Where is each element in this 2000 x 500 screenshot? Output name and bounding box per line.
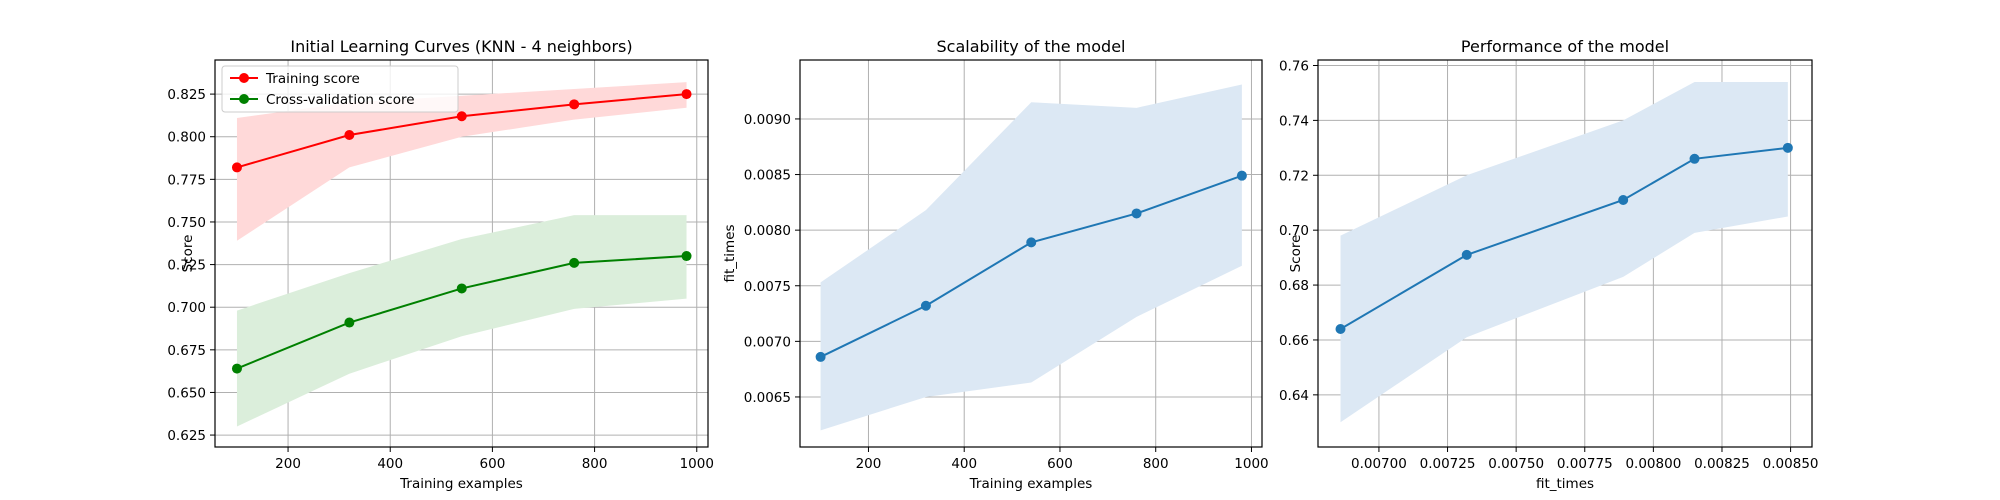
y-tick-label: 0.0080	[744, 223, 791, 239]
x-axis-label: Training examples	[399, 476, 523, 492]
y-axis-label: fit_times	[722, 224, 738, 282]
x-tick-label: 400	[377, 456, 403, 472]
data-point	[344, 130, 355, 141]
x-tick-label: 0.00775	[1557, 456, 1613, 472]
data-point	[681, 251, 692, 262]
data-point	[1026, 237, 1037, 248]
plot-area: 0.00700 0.00725 0.00750 0.00775 0.00800 0.008…	[1279, 58, 1819, 472]
axes-frame	[1317, 59, 1813, 448]
x-tick-label: 200	[856, 456, 882, 472]
confidence-band-0	[820, 84, 1242, 431]
y-tick-label: 0.0070	[744, 334, 791, 350]
y-tick-label: 0.750	[167, 215, 206, 231]
chart-title: Performance of the model	[1461, 37, 1669, 56]
y-tick-label: 0.700	[167, 300, 206, 316]
x-tick-label: 400	[951, 456, 977, 472]
data-point	[1618, 194, 1629, 205]
data-point	[1335, 323, 1346, 334]
legend-label-cross-validation: Cross-validation score	[266, 92, 415, 108]
x-tick-label: 800	[1143, 456, 1169, 472]
x-tick-label: 800	[582, 456, 608, 472]
y-tick-label: 0.0065	[744, 390, 791, 406]
data-point	[1131, 208, 1142, 219]
data-point	[344, 317, 355, 328]
data-point	[1782, 142, 1793, 153]
x-tick-label: 1000	[1234, 456, 1268, 472]
y-tick-label: 0.775	[167, 172, 206, 188]
data-point	[1461, 249, 1472, 260]
learning-curve-panel: 200 400 600 800 1000 0.625 0.650 0.675 0.700 0.72…	[167, 37, 714, 492]
data-point	[920, 300, 931, 311]
x-tick-label: 0.00850	[1763, 456, 1819, 472]
x-tick-label: 200	[275, 456, 301, 472]
x-tick-label: 0.00700	[1351, 456, 1407, 472]
data-point	[231, 162, 242, 173]
y-tick-label: 0.72	[1279, 168, 1309, 184]
confidence-band-1	[236, 215, 687, 427]
legend: Training score Cross-validation score	[221, 65, 459, 113]
y-tick-label: 0.70	[1279, 223, 1309, 239]
y-axis-label: Score	[1288, 235, 1304, 273]
axes-frame	[214, 59, 709, 448]
legend-marker	[239, 73, 249, 83]
y-tick-label: 0.74	[1279, 113, 1309, 129]
y-tick-label: 0.725	[167, 258, 206, 274]
confidence-band-0	[236, 82, 687, 241]
data-point	[1236, 170, 1247, 181]
x-tick-label: 600	[480, 456, 506, 472]
y-tick-label: 0.625	[167, 428, 206, 444]
y-tick-label: 0.68	[1279, 278, 1309, 294]
y-tick-label: 0.0085	[744, 168, 791, 184]
chart-title: Scalability of the model	[937, 37, 1126, 56]
legend-swatch-training	[230, 73, 258, 83]
chart-title: Initial Learning Curves (KNN - 4 neighbo…	[290, 37, 632, 56]
data-point	[569, 99, 580, 110]
y-axis-label: Score	[180, 235, 196, 273]
data-point	[456, 283, 467, 294]
plot-area: 200 400 600 800 1000 0.625 0.650 0.675 0.700 0.72…	[167, 59, 714, 472]
performance-panel: 0.00700 0.00725 0.00750 0.00775 0.00800 0.008…	[1279, 37, 1819, 492]
x-tick-label: 1000	[680, 456, 714, 472]
y-tick-label: 0.800	[167, 130, 206, 146]
x-tick-label: 0.00725	[1420, 456, 1476, 472]
x-tick-label: 600	[1047, 456, 1073, 472]
confidence-band-0	[1340, 81, 1788, 423]
legend-box	[221, 65, 459, 113]
y-tick-label: 0.66	[1279, 333, 1309, 349]
data-point	[815, 351, 826, 362]
y-tick-label: 0.64	[1279, 388, 1309, 404]
legend-label-training: Training score	[265, 71, 360, 87]
axes-frame	[799, 59, 1263, 448]
data-point	[231, 363, 242, 374]
scalability-panel: 200 400 600 800 1000 0.0065 0.0070 0.0075 0.0080…	[722, 37, 1269, 492]
x-tick-label: 0.00825	[1694, 456, 1750, 472]
y-tick-label: 0.0075	[744, 279, 791, 295]
y-tick-label: 0.76	[1279, 58, 1309, 74]
legend-marker	[239, 94, 249, 104]
legend-swatch-cross-validation	[230, 94, 258, 104]
data-point	[1689, 153, 1700, 164]
y-tick-label: 0.650	[167, 385, 206, 401]
x-axis-label: fit_times	[1536, 476, 1594, 492]
y-tick-label: 0.825	[167, 87, 206, 103]
data-point	[681, 89, 692, 100]
plot-area: 200 400 600 800 1000 0.0065 0.0070 0.0075 0.0080…	[744, 59, 1269, 472]
x-axis-label: Training examples	[969, 476, 1093, 492]
y-tick-label: 0.675	[167, 343, 206, 359]
y-tick-label: 0.0090	[744, 112, 791, 128]
data-point	[569, 257, 580, 268]
data-point	[456, 111, 467, 122]
x-tick-label: 0.00800	[1625, 456, 1681, 472]
x-tick-label: 0.00750	[1488, 456, 1544, 472]
